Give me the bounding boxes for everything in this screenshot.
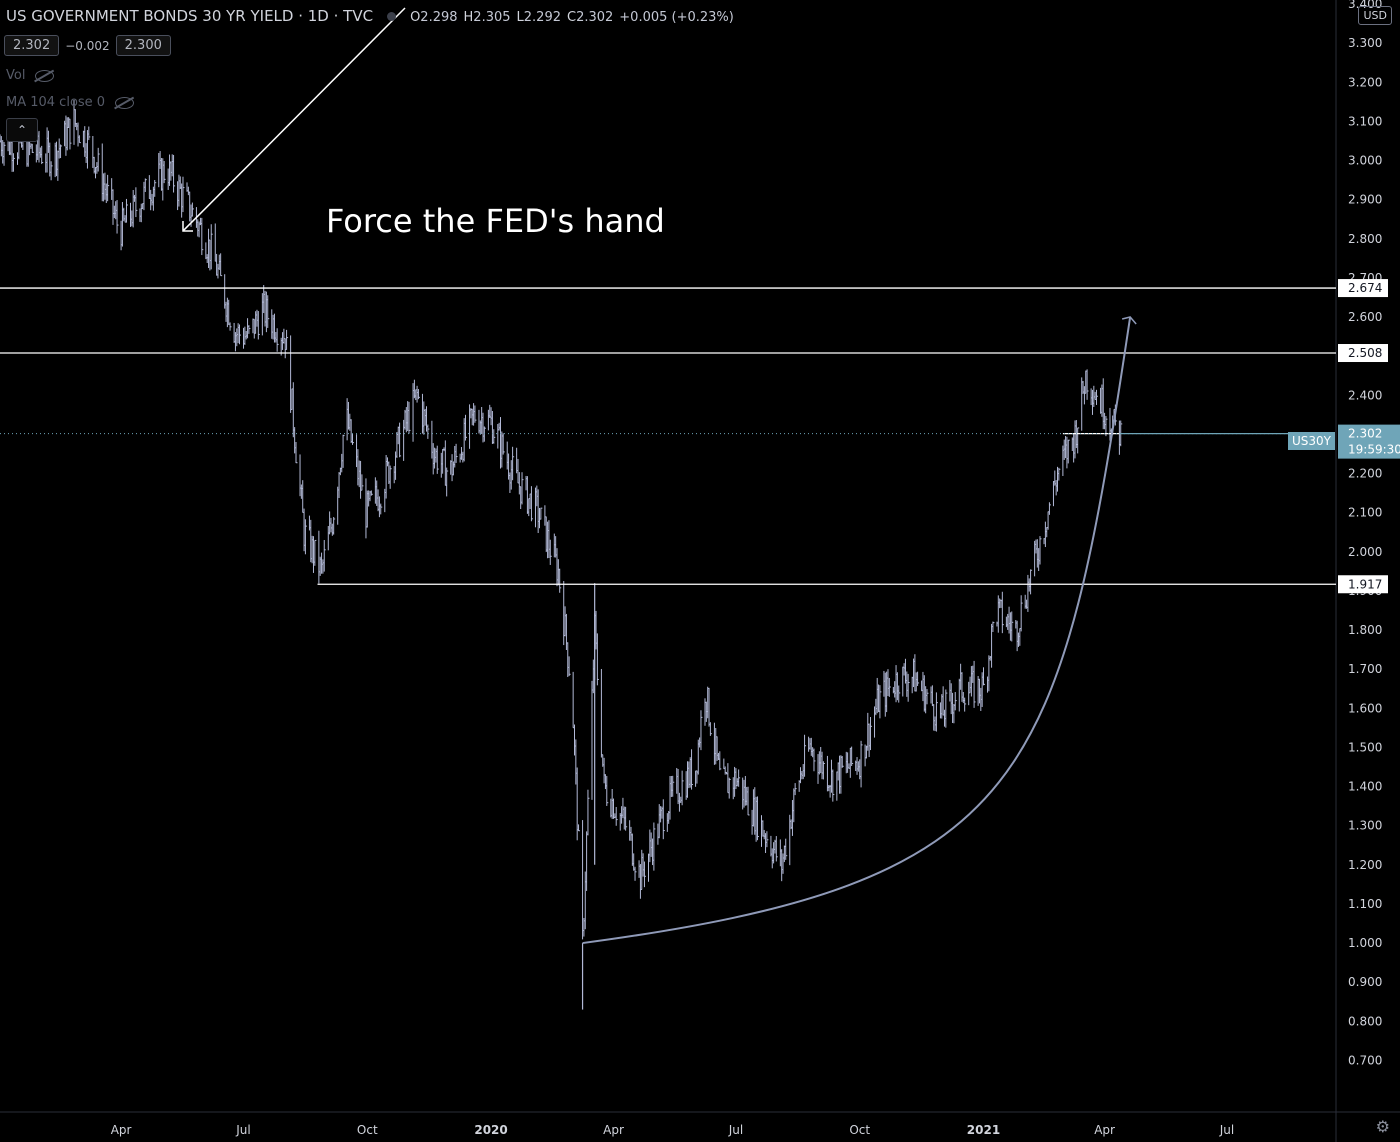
x-tick-label: Jul [1219, 1123, 1234, 1137]
diagonal-arrow [182, 7, 406, 232]
hidden-eye-icon[interactable] [35, 69, 55, 82]
spread-value: −0.002 [65, 38, 110, 53]
level-label-box [1338, 575, 1388, 594]
hidden-eye-icon[interactable] [115, 96, 135, 109]
x-tick-label: Apr [603, 1123, 624, 1137]
chart-annotation[interactable]: Force the FED's hand [326, 202, 665, 240]
x-tick-label: Apr [111, 1123, 132, 1137]
y-tick-label: 2.100 [1348, 506, 1382, 520]
y-tick-label: 3.300 [1348, 36, 1382, 50]
ohlc-readout: O2.298 H2.305 L2.292 C2.302 +0.005 (+0.23%) [410, 10, 734, 25]
y-tick-label: 0.800 [1348, 1014, 1382, 1028]
level-label: 1.917 [1348, 577, 1382, 591]
market-status-icon [387, 11, 397, 21]
last-price-label: 2.302 [1348, 427, 1382, 441]
ask-price[interactable]: 2.300 [115, 35, 171, 56]
y-tick-label: 3.100 [1348, 114, 1382, 128]
y-tick-label: 3.400 [1348, 0, 1382, 11]
curve-arrowhead [1121, 316, 1137, 325]
chart-header: US GOVERNMENT BONDS 30 YR YIELD · 1D · T… [6, 7, 734, 25]
symbol-title[interactable]: US GOVERNMENT BONDS 30 YR YIELD · 1D · T… [6, 7, 374, 25]
x-tick-label: Apr [1094, 1123, 1115, 1137]
x-tick-label: 2021 [967, 1123, 1000, 1137]
currency-badge[interactable]: USD [1358, 6, 1392, 25]
level-label: 2.674 [1348, 281, 1382, 295]
y-tick-label: 2.600 [1348, 310, 1382, 324]
y-tick-label: 2.900 [1348, 193, 1382, 207]
y-tick-label: 1.500 [1348, 740, 1382, 754]
x-tick-label: Oct [357, 1123, 378, 1137]
x-tick-label: Jul [235, 1123, 250, 1137]
y-tick-label: 2.400 [1348, 388, 1382, 402]
countdown-label: 19:59:30 [1348, 443, 1400, 457]
y-tick-label: 0.900 [1348, 975, 1382, 989]
y-tick-label: 3.000 [1348, 154, 1382, 168]
price-change: +0.005 (+0.23%) [619, 10, 734, 25]
settings-gear-icon[interactable]: ⚙ [1375, 1117, 1390, 1136]
y-tick-label: 1.300 [1348, 819, 1382, 833]
y-tick-label: 2.000 [1348, 545, 1382, 559]
y-tick-label: 3.200 [1348, 75, 1382, 89]
y-tick-label: 1.400 [1348, 780, 1382, 794]
x-tick-label: Jul [728, 1123, 743, 1137]
level-label-box [1338, 279, 1388, 298]
y-tick-label: 1.700 [1348, 662, 1382, 676]
x-tick-label: Oct [849, 1123, 870, 1137]
y-tick-label: 1.800 [1348, 623, 1382, 637]
collapse-legend-button[interactable]: ⌃ [6, 118, 38, 142]
y-tick-label: 1.000 [1348, 936, 1382, 950]
last-price-box [1338, 424, 1400, 459]
level-label: 2.508 [1348, 346, 1382, 360]
symbol-price-tag: US30Y [1288, 432, 1335, 450]
y-tick-label: 0.700 [1348, 1053, 1382, 1067]
y-tick-label: 1.600 [1348, 701, 1382, 715]
quote-row: 2.302 −0.002 2.300 [4, 35, 171, 56]
arrow-head [182, 220, 193, 232]
parabolic-curve [582, 316, 1132, 945]
y-tick-label: 2.200 [1348, 467, 1382, 481]
level-label-box [1338, 344, 1388, 363]
indicator-ma[interactable]: MA 104 close 0 [6, 95, 135, 110]
x-tick-label: 2020 [474, 1123, 507, 1137]
indicator-volume[interactable]: Vol [6, 68, 55, 83]
y-tick-label: 1.200 [1348, 858, 1382, 872]
y-tick-label: 2.800 [1348, 232, 1382, 246]
bid-price[interactable]: 2.302 [4, 35, 60, 56]
y-tick-label: 1.100 [1348, 897, 1382, 911]
